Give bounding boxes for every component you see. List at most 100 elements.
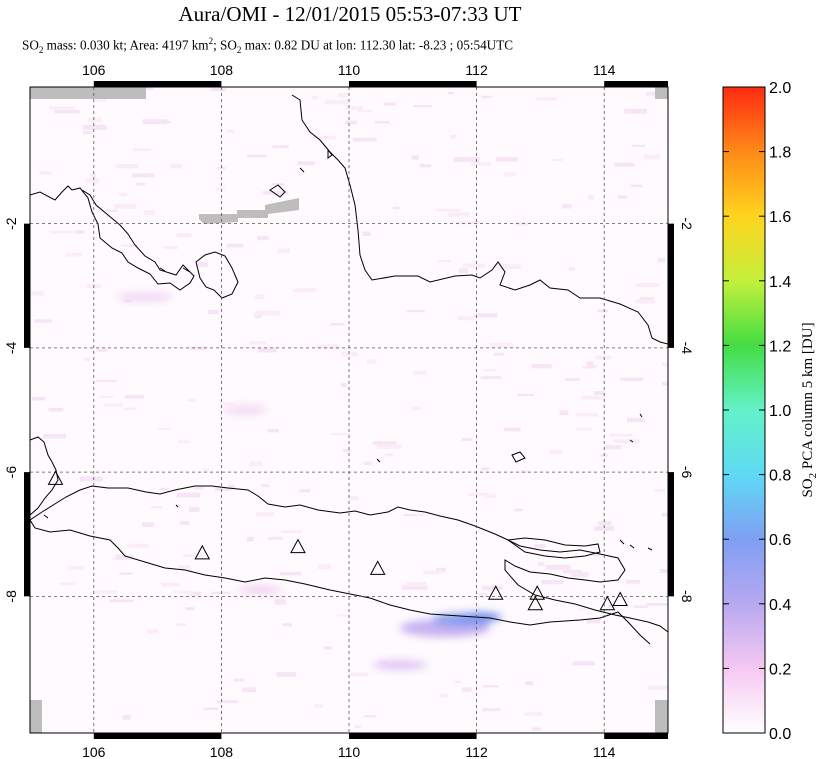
lon-tick-label: 112 — [465, 744, 488, 759]
so2-speckle — [474, 313, 498, 318]
so2-speckle — [605, 445, 622, 450]
so2-speckle — [161, 583, 181, 587]
so2-speckle — [180, 521, 190, 525]
so2-speckle — [515, 221, 528, 226]
so2-speckle — [214, 487, 232, 491]
so2-speckle — [141, 522, 154, 527]
so2-speckle — [576, 427, 593, 431]
colorbar-scale — [722, 86, 766, 734]
so2-speckle — [598, 521, 612, 526]
volcano-triangle-icon — [487, 585, 504, 600]
so2-speckle — [267, 428, 279, 433]
so2-speckle — [299, 489, 311, 493]
so2-speckle — [255, 294, 265, 300]
so2-speckle — [159, 487, 169, 491]
so2-speckle — [562, 569, 583, 574]
so2-speckle — [323, 646, 332, 650]
so2-speckle — [633, 605, 648, 608]
lon-tick-labels-bottom: 106 108 110 112 114 — [82, 744, 615, 759]
so2-speckle — [82, 131, 93, 135]
so2-speckle — [457, 316, 474, 321]
so2-speckle — [272, 145, 289, 149]
so2-speckle — [279, 571, 302, 576]
so2-plume — [117, 293, 502, 670]
volcano-triangle-icon — [369, 560, 386, 575]
so2-speckle — [372, 441, 397, 445]
so2-speckle — [525, 681, 534, 686]
so2-speckle — [504, 427, 521, 432]
so2-speckle — [447, 92, 454, 95]
so2-speckle — [662, 381, 668, 386]
so2-speckle — [75, 230, 85, 234]
so2-speckle — [468, 492, 488, 496]
so2-speckle — [115, 164, 139, 169]
so2-speckle — [576, 413, 599, 417]
so2-speckle — [572, 661, 595, 666]
so2-speckle — [503, 566, 515, 570]
so2-speckle — [68, 566, 84, 570]
so2-speckle — [456, 221, 482, 225]
lon-tick-label: 110 — [338, 62, 361, 78]
lon-tick-label: 106 — [82, 744, 106, 759]
so2-speckle — [188, 399, 196, 402]
so2-speckle — [376, 444, 402, 449]
so2-speckle — [463, 263, 486, 268]
so2-speckle — [630, 184, 643, 188]
so2-speckle — [385, 453, 394, 457]
so2-speckle — [613, 439, 640, 443]
so2-speckle — [178, 440, 191, 443]
so2-speckle — [132, 173, 155, 178]
so2-speckle — [146, 120, 171, 123]
so2-speckle — [176, 623, 186, 626]
so2-speckle — [313, 704, 324, 708]
lon-tick-label: 114 — [593, 744, 616, 759]
so2-speckle — [625, 580, 640, 584]
volcano-triangle-icon — [529, 585, 546, 600]
so2-speckle — [93, 590, 118, 594]
map-frame — [24, 81, 674, 739]
colorbar-tick-label: 2.0 — [769, 80, 791, 97]
volcano-triangle-icon — [612, 591, 628, 606]
so2-speckle — [411, 406, 421, 410]
so2-speckle — [413, 105, 432, 108]
so2-speckle — [635, 283, 660, 288]
so2-speckle — [216, 187, 225, 191]
so2-speckle — [249, 341, 267, 345]
so2-speckle — [593, 526, 615, 531]
so2-speckle — [571, 572, 589, 577]
colorbar-tick-label: 1.0 — [769, 403, 791, 420]
so2-speckle — [170, 163, 182, 169]
so2-speckle — [531, 364, 552, 369]
so2-speckle — [256, 235, 269, 241]
colorbar-ticks: 0.0 0.2 0.4 0.6 0.8 1.0 1.2 1.4 1.6 1.8 2.0 — [723, 80, 791, 743]
so2-speckle — [593, 553, 600, 557]
so2-speckle — [157, 427, 170, 430]
so2-speckle — [268, 536, 283, 540]
so2-speckle — [453, 157, 480, 162]
so2-speckle — [411, 155, 419, 160]
so2-speckle — [227, 484, 235, 489]
so2-speckle — [624, 108, 648, 114]
so2-speckle — [342, 449, 352, 452]
so2-speckle — [559, 410, 569, 416]
so2-speckle — [524, 712, 543, 716]
colorbar-tick-label: 0.2 — [769, 661, 791, 678]
so2-speckle — [419, 164, 431, 168]
so2-speckle — [646, 92, 661, 96]
so2-speckle — [89, 173, 97, 178]
so2-speckle — [324, 99, 348, 105]
so2-speckle — [578, 608, 587, 611]
so2-speckle — [587, 195, 594, 200]
so2-speckle — [519, 470, 529, 473]
so2-speckle — [83, 357, 91, 362]
so2-speckle — [247, 536, 254, 542]
so2-speckle — [318, 564, 331, 570]
lat-tick-labels-left: -2 -4 -6 -8 — [3, 217, 19, 602]
so2-speckle — [514, 508, 523, 512]
so2-speckle — [481, 467, 490, 471]
so2-speckle — [631, 144, 645, 147]
so2-speckle — [115, 554, 134, 560]
lon-tick-labels-top: 106 108 110 112 114 — [82, 62, 615, 78]
so2-speckle — [363, 715, 376, 718]
so2-speckle — [349, 495, 359, 501]
